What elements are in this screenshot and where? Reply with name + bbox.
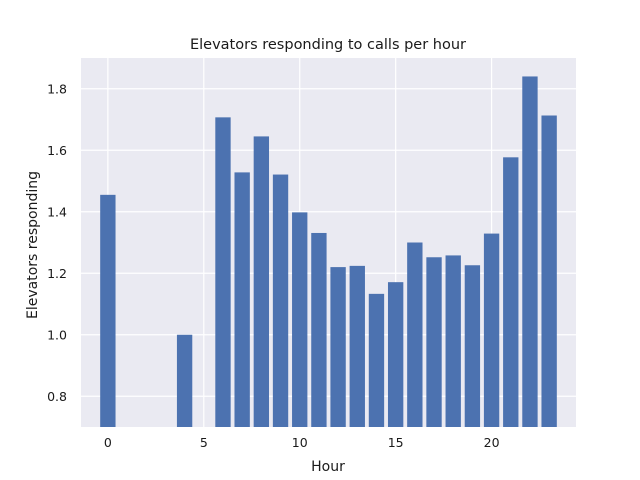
x-tick-label: 15 bbox=[388, 435, 404, 450]
y-tick-label: 1.8 bbox=[47, 81, 67, 96]
bar-hour-0 bbox=[100, 194, 116, 427]
bar-hour-7 bbox=[234, 172, 250, 427]
bar-hour-4 bbox=[176, 334, 193, 427]
x-tick-label: 10 bbox=[292, 435, 308, 450]
bar-hour-20 bbox=[483, 233, 500, 427]
bar-hour-11 bbox=[311, 232, 327, 427]
bar-hour-13 bbox=[349, 265, 365, 427]
bar-hour-23 bbox=[541, 115, 557, 427]
bar-hour-22 bbox=[522, 76, 538, 427]
plot-background bbox=[81, 58, 576, 427]
bar-hour-12 bbox=[330, 267, 346, 427]
y-tick-label: 1.6 bbox=[47, 143, 67, 158]
y-tick-labels: 0.8 1.0 1.2 1.4 1.6 1.8 bbox=[47, 81, 67, 404]
x-tick-label: 0 bbox=[104, 435, 112, 450]
bars bbox=[100, 76, 557, 427]
bar-hour-19 bbox=[464, 265, 481, 427]
bar-hour-9 bbox=[272, 174, 289, 427]
bar-hour-6 bbox=[215, 117, 231, 427]
y-tick-label: 1.4 bbox=[47, 204, 67, 219]
bar-hour-14 bbox=[368, 293, 385, 427]
y-tick-label: 1.2 bbox=[47, 266, 67, 281]
bar-hour-21 bbox=[503, 157, 519, 427]
x-axis-label: Hour bbox=[311, 459, 345, 475]
y-axis-label: Elevators responding bbox=[25, 171, 41, 319]
bar-hour-15 bbox=[387, 282, 404, 427]
bar-hour-17 bbox=[426, 257, 442, 427]
bar-hour-10 bbox=[292, 212, 308, 427]
y-tick-label: 1.0 bbox=[47, 327, 67, 342]
bar-hour-18 bbox=[445, 255, 461, 427]
x-tick-label: 20 bbox=[484, 435, 500, 450]
y-tick-label: 0.8 bbox=[47, 389, 67, 404]
x-tick-label: 5 bbox=[200, 435, 208, 450]
x-tick-labels: 0 5 10 15 20 bbox=[104, 435, 500, 450]
bar-hour-8 bbox=[253, 136, 270, 427]
bar-hour-16 bbox=[407, 242, 423, 427]
chart-title: Elevators responding to calls per hour bbox=[190, 37, 466, 53]
